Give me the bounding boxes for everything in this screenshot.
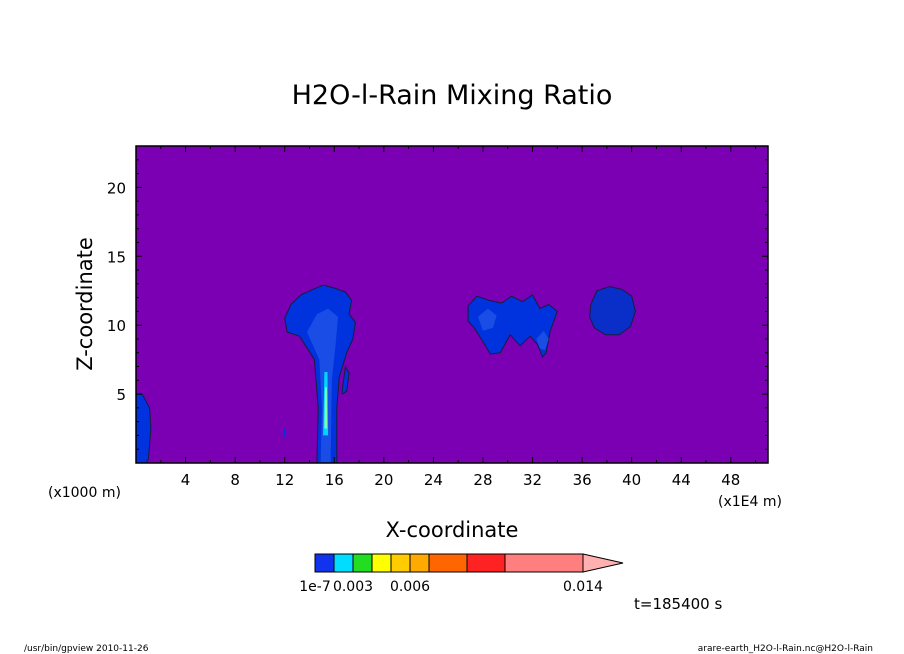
y-axis-ticks: 5 10 15 20 [107, 159, 768, 450]
contour-isolated-blob [589, 286, 636, 336]
x-tick-label: 8 [230, 471, 240, 489]
x-tick-label: 32 [523, 471, 542, 489]
colorbar-segment [314, 553, 335, 573]
contour-anvil-cloud [467, 294, 558, 358]
colorbar-segment [390, 553, 411, 573]
x-tick-label: 36 [573, 471, 592, 489]
x-axis-label: X-coordinate [386, 518, 519, 542]
x-tick-label: 24 [424, 471, 443, 489]
y-axis-label: Z-coordinate [73, 237, 97, 371]
colorbar-segment [371, 553, 392, 573]
contour-main-column-inner [307, 308, 338, 463]
contour-main-column [284, 284, 356, 464]
footer-right-text: arare-earth_H2O-l-Rain.nc@H2O-l-Rain [698, 644, 873, 654]
contour-main-peak [324, 387, 328, 429]
x-tick-label: 40 [622, 471, 641, 489]
x-axis-unit-right: (x1E4 m) [718, 494, 782, 510]
colorbar: 1e-7 0.003 0.006 0.014 [299, 553, 624, 595]
colorbar-segment [504, 553, 584, 573]
x-tick-label: 16 [325, 471, 344, 489]
colorbar-segment [466, 553, 506, 573]
colorbar-segment [428, 553, 468, 573]
contour-anvil-inner [478, 308, 497, 331]
x-tick-label: 20 [374, 471, 393, 489]
colorbar-label: 0.003 [333, 579, 373, 595]
contour-anvil-inner-right [536, 330, 549, 350]
x-axis-ticks: 4 8 12 16 20 24 28 32 36 40 44 48 [160, 146, 757, 489]
contour-side-fragment [341, 364, 350, 396]
colorbar-label: 0.006 [390, 579, 430, 595]
x-tick-label: 48 [721, 471, 740, 489]
plot-area [135, 145, 769, 464]
colorbar-segment [333, 553, 354, 573]
x-tick-label: 28 [473, 471, 492, 489]
chart-title: H2O-l-Rain Mixing Ratio [292, 80, 613, 111]
y-tick-label: 20 [107, 179, 126, 197]
colorbar-arrow [582, 553, 624, 573]
x-tick-label: 12 [275, 471, 294, 489]
plot-frame [135, 145, 769, 464]
y-tick-label: 5 [116, 386, 126, 404]
x-axis-unit-left: (x1000 m) [48, 485, 121, 501]
colorbar-segment [352, 553, 373, 573]
y-tick-label: 15 [107, 248, 126, 266]
footer-left-text: /usr/bin/gpview 2010-11-26 [24, 644, 149, 654]
time-label: t=185400 s [634, 595, 722, 613]
colorbar-label: 0.014 [563, 579, 603, 595]
x-tick-label: 4 [181, 471, 191, 489]
plot-background [136, 146, 768, 463]
colorbar-label: 1e-7 [299, 579, 330, 595]
y-tick-label: 10 [107, 317, 126, 335]
colorbar-segment [409, 553, 430, 573]
x-tick-label: 44 [672, 471, 691, 489]
